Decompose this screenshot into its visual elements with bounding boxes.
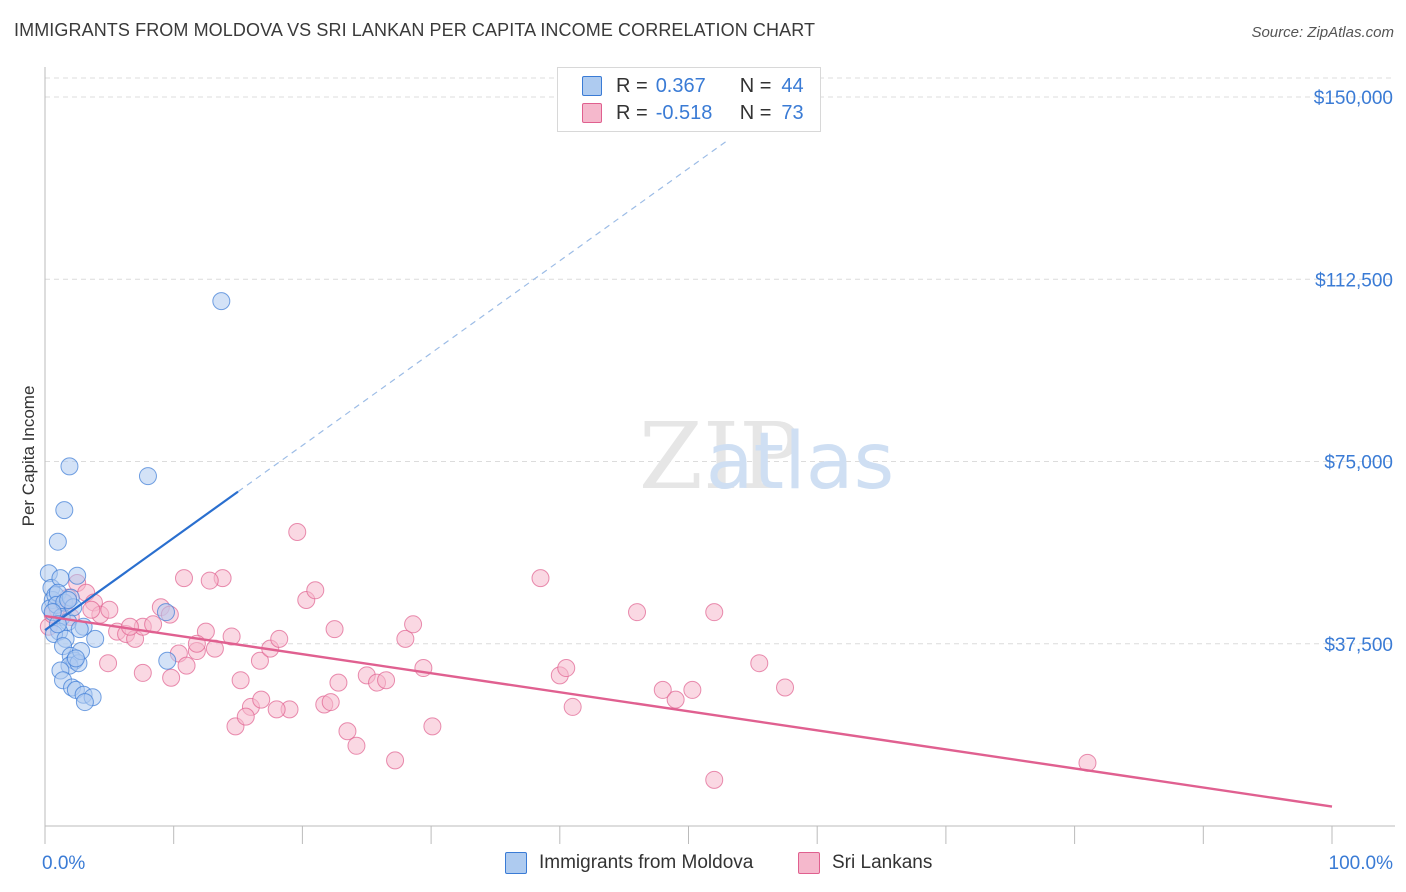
y-axis-label: Per Capita Income: [19, 386, 38, 527]
bottom-legend-sri-lankans: Sri Lankans: [798, 852, 932, 874]
legend-row-sri-lankans: R = -0.518 N = 73: [582, 100, 804, 126]
sri-lankans-point: [325, 620, 344, 639]
sri-lankans-point: [200, 571, 219, 590]
sri-lankans-point: [377, 671, 396, 690]
y-tick-label: $150,000: [1314, 88, 1393, 109]
moldova-point: [59, 591, 78, 610]
moldova-point: [48, 532, 67, 551]
sri-lankans-point: [100, 600, 119, 619]
moldova-point: [48, 615, 67, 634]
sri-lankans-point: [396, 629, 415, 648]
legend-swatch-moldova: [582, 76, 602, 96]
moldova-point: [138, 467, 157, 486]
legend-n-value: 73: [781, 101, 804, 124]
moldova-point: [68, 566, 87, 585]
legend-r-label: R =: [616, 74, 648, 97]
sri-lankans-point: [329, 673, 348, 692]
sri-lankans-point: [270, 629, 289, 648]
moldova-point: [212, 292, 231, 311]
sri-lankans-point: [404, 615, 423, 634]
sri-lankans-point: [288, 522, 307, 541]
sri-lankans-point: [250, 651, 269, 670]
legend-n-label: N =: [739, 101, 772, 124]
y-tick-labels: $37,500 $75,000 $112,500 $150,000: [1314, 88, 1393, 656]
sri-lankans-point: [750, 654, 769, 673]
sri-lankans-point: [82, 600, 101, 619]
sri-lankans-point: [267, 700, 286, 719]
axes: [44, 67, 1395, 844]
sri-lankans-trend-line: [44, 614, 1333, 808]
sri-lankans-point: [347, 736, 366, 755]
sri-lankans-point: [653, 680, 672, 699]
watermark-atlas: atlas: [706, 417, 895, 507]
bottom-legend-swatch-sri-lankans: [798, 852, 820, 874]
bottom-legend-swatch-moldova: [505, 852, 527, 874]
sri-lankans-point: [628, 603, 647, 622]
moldova-point: [60, 457, 79, 476]
sri-lankans-point: [683, 680, 702, 699]
moldova-trend-line: [44, 490, 239, 632]
sri-lankans-point: [423, 717, 442, 736]
sri-lankans-point: [306, 581, 325, 600]
chart-title: IMMIGRANTS FROM MOLDOVA VS SRI LANKAN PE…: [14, 20, 816, 40]
moldova-points: [39, 292, 231, 712]
sri-lankans-point: [99, 654, 118, 673]
sri-lankans-point: [321, 693, 340, 712]
sri-lankans-point: [563, 697, 582, 716]
sri-lankans-point: [162, 668, 181, 687]
y-tick-label: $37,500: [1324, 635, 1393, 656]
legend-r-value: -0.518: [655, 101, 713, 124]
moldova-trend-extension: [237, 140, 728, 493]
sri-lankans-point: [386, 751, 405, 770]
moldova-point: [156, 603, 175, 622]
x-tick-label: 100.0%: [1329, 853, 1394, 874]
sri-lankans-point: [252, 690, 271, 709]
trend-lines: [44, 140, 1333, 808]
sri-lankans-point: [705, 603, 724, 622]
correlation-legend: R = 0.367 N = 44 R = -0.518 N = 73: [557, 67, 821, 132]
moldova-point: [158, 651, 177, 670]
sri-lankans-point: [338, 722, 357, 741]
moldova-point: [86, 629, 105, 648]
bottom-legend-label-moldova: Immigrants from Moldova: [539, 852, 754, 873]
moldova-point: [55, 501, 74, 520]
legend-r-label: R =: [616, 101, 648, 124]
sri-lankans-point: [177, 656, 196, 675]
sri-lankans-point: [231, 671, 250, 690]
sri-lankans-point: [222, 627, 241, 646]
sri-lankans-point: [531, 569, 550, 588]
moldova-point: [75, 693, 94, 712]
legend-r-value: 0.367: [655, 74, 706, 97]
sri-lankans-point: [236, 707, 255, 726]
y-tick-label: $75,000: [1324, 453, 1393, 474]
grid-lines: [45, 77, 1395, 645]
sri-lankans-point: [133, 663, 152, 682]
legend-n-value: 44: [781, 74, 804, 97]
y-tick-label: $112,500: [1315, 270, 1393, 291]
sri-lankans-point: [705, 770, 724, 789]
bottom-legend-moldova: Immigrants from Moldova: [505, 852, 753, 874]
legend-n-label: N =: [739, 74, 772, 97]
x-tick-labels: 0.0% 100.0%: [42, 853, 1393, 874]
bottom-legend-label-sri-lankans: Sri Lankans: [832, 852, 933, 873]
legend-row-moldova: R = 0.367 N = 44: [582, 73, 804, 99]
moldova-point: [51, 569, 70, 588]
chart-source: Source: ZipAtlas.com: [1251, 24, 1394, 41]
sri-lankans-point: [666, 690, 685, 709]
sri-lankans-point: [557, 659, 576, 678]
sri-lankans-point: [174, 569, 193, 588]
sri-lankans-point: [776, 678, 795, 697]
legend-swatch-sri-lankans: [582, 103, 602, 123]
moldova-point: [66, 649, 85, 668]
watermark-zip: ZIP: [639, 403, 801, 510]
x-tick-label: 0.0%: [42, 853, 85, 874]
